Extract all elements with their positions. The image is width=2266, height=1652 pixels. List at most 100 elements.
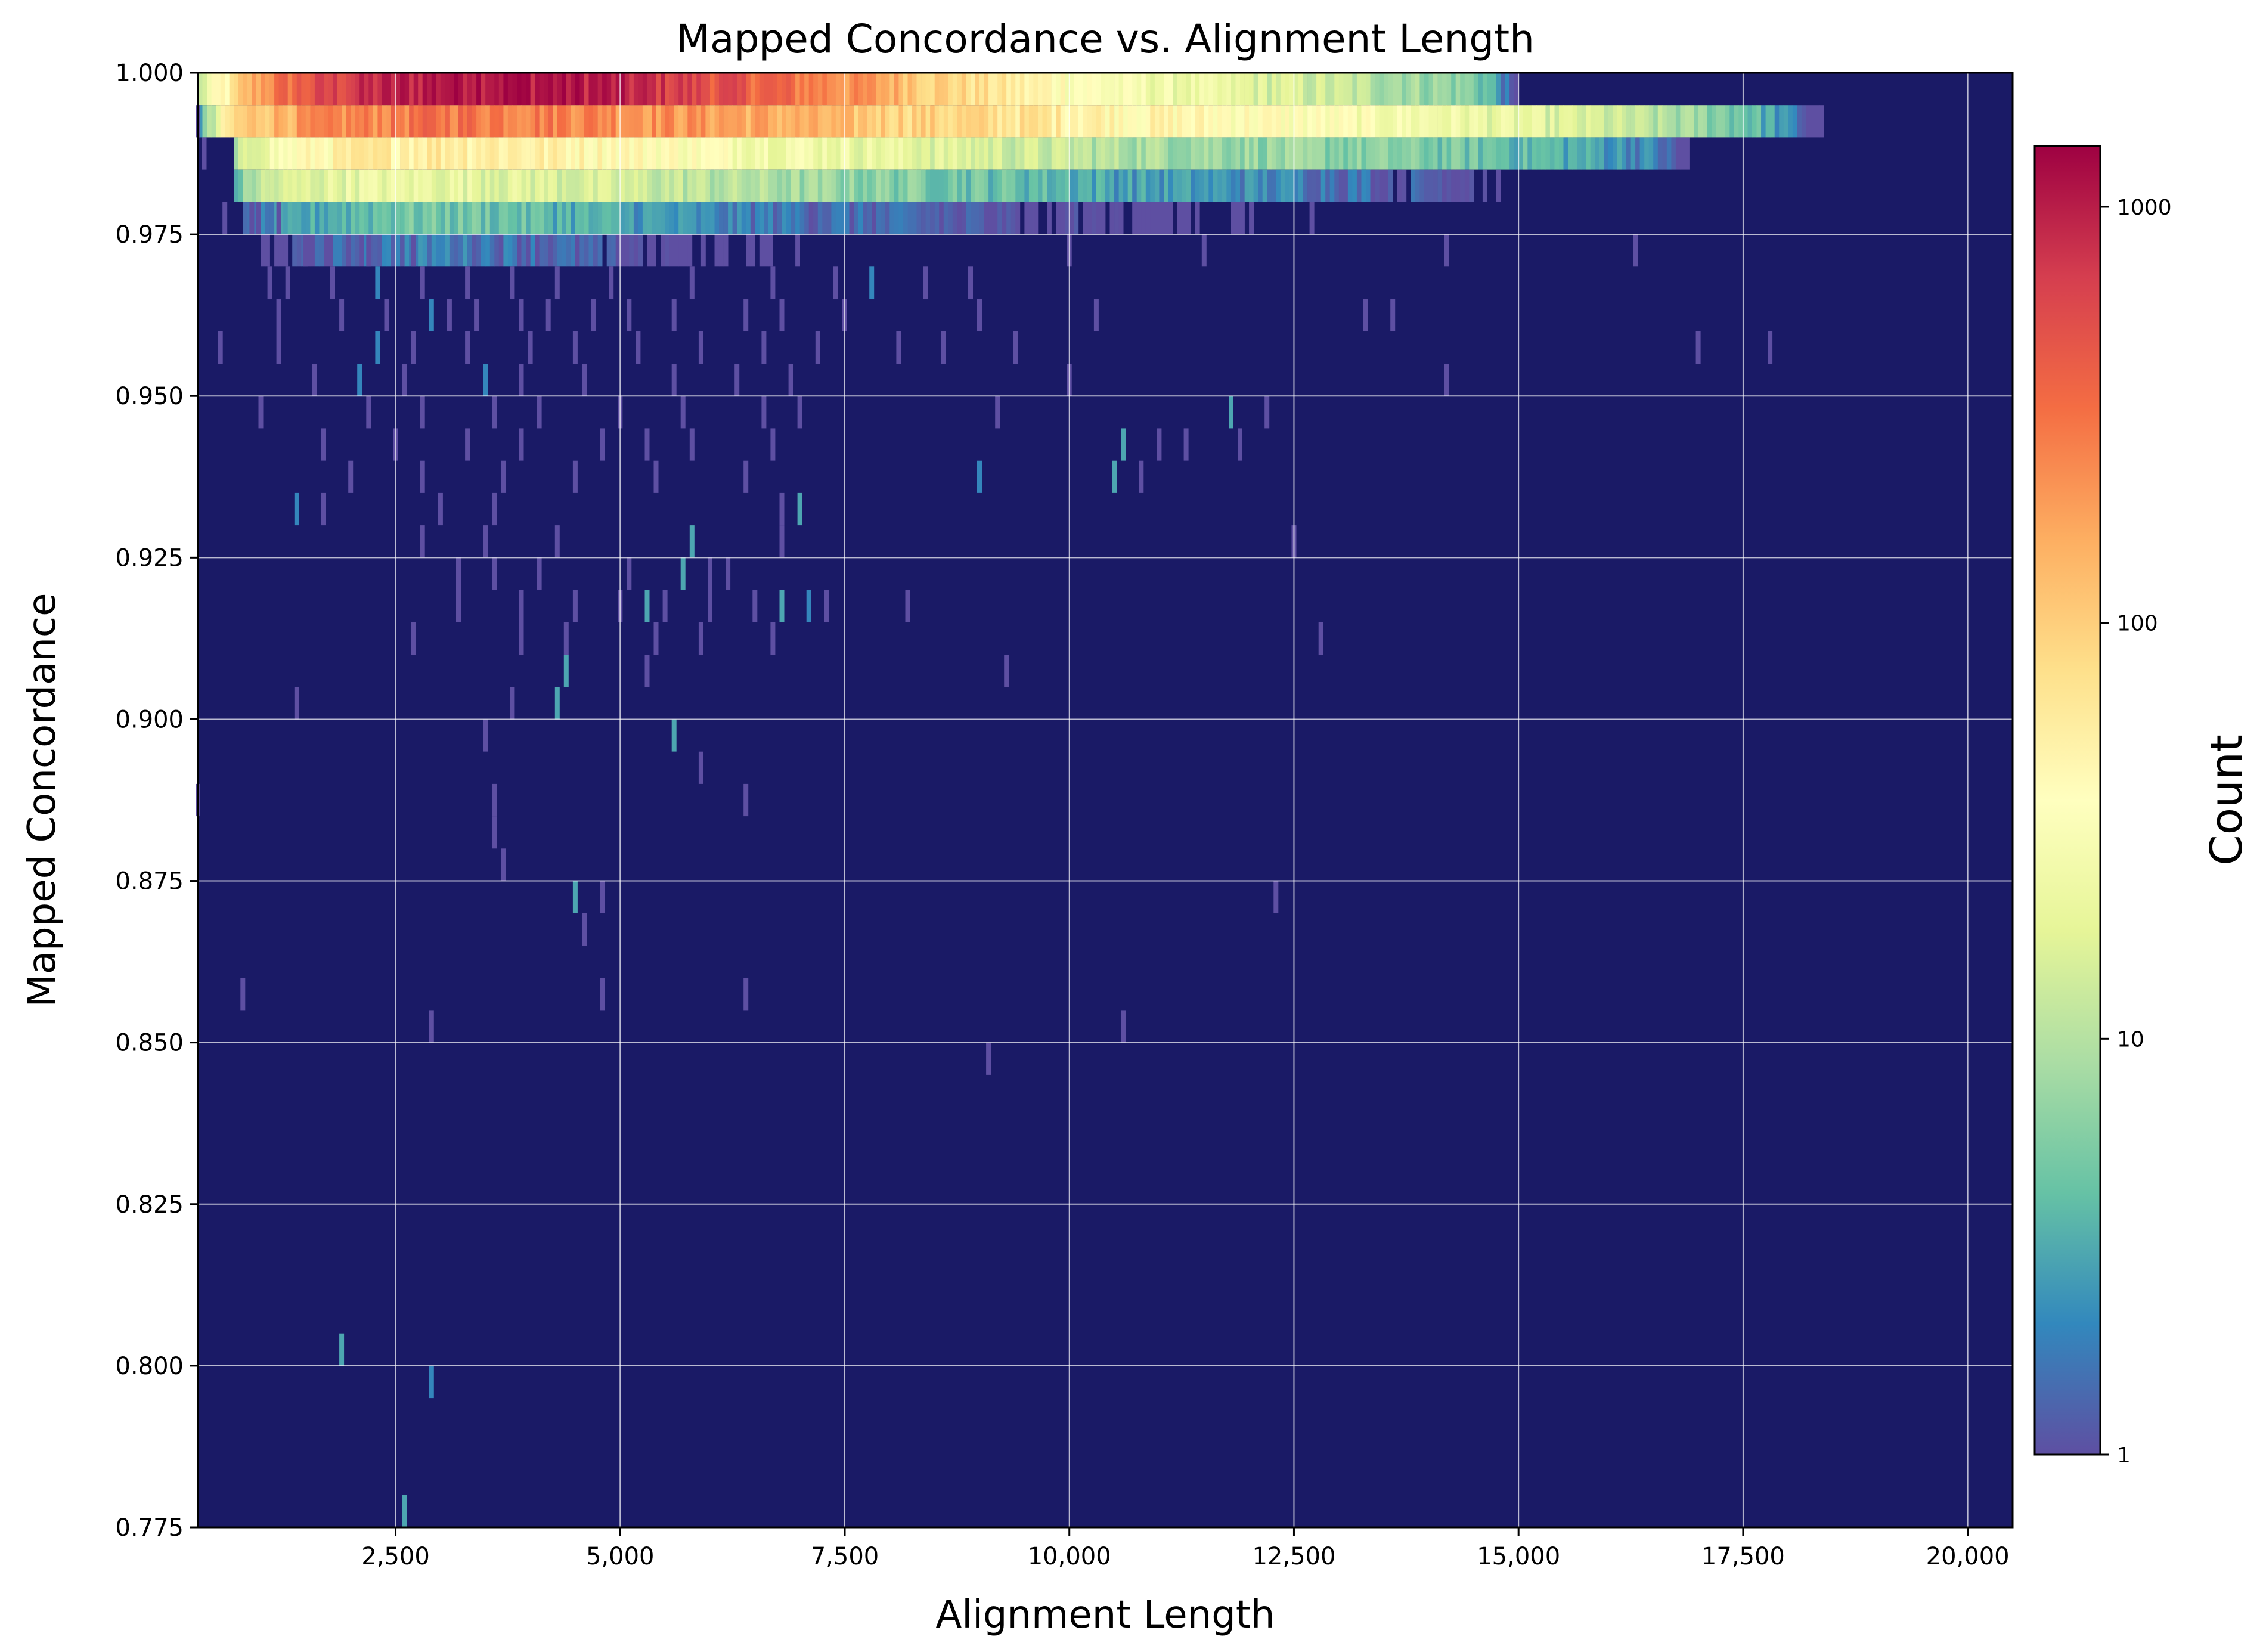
heatmap-band-cell-1: [1411, 105, 1416, 138]
heatmap-band-cell-4: [854, 202, 858, 235]
heatmap-band-cell-4: [261, 202, 266, 235]
heatmap-band-cell-2: [817, 137, 823, 170]
heatmap-band-cell-0: [822, 73, 827, 106]
colorbar: [2033, 145, 2101, 1456]
heatmap-band-cell-2: [1109, 137, 1115, 170]
heatmap-band-cell-0: [1352, 73, 1357, 106]
heatmap-band-cell-2: [1402, 137, 1407, 170]
heatmap-band-cell-5: [723, 234, 729, 267]
heatmap-band-cell-2: [535, 137, 540, 170]
heatmap-band-cell-2: [1527, 137, 1533, 170]
heatmap-band-cell-1: [1563, 105, 1568, 138]
heatmap-band-cell-2: [1222, 137, 1227, 170]
heatmap-band-cell-1: [1774, 105, 1780, 138]
heatmap-band-cell-0: [337, 73, 342, 106]
heatmap-band-cell-2: [916, 137, 922, 170]
heatmap-band-cell-2: [355, 137, 360, 170]
heatmap-band-cell-2: [310, 137, 315, 170]
heatmap-band-cell-0: [575, 73, 580, 106]
heatmap-band-cell-0: [1217, 73, 1223, 106]
heatmap-band-cell-3: [822, 169, 827, 202]
heatmap-band-cell-1: [1806, 105, 1811, 138]
heatmap-band-cell-0: [1347, 73, 1353, 106]
heatmap-band-cell-1: [1788, 105, 1793, 138]
heatmap-band-cell-5: [526, 234, 531, 267]
heatmap-band-cell-4: [409, 202, 414, 235]
heatmap-band-cell-1: [234, 105, 239, 138]
heatmap-band-cell-1: [1492, 105, 1496, 138]
heatmap-band-cell-3: [669, 169, 674, 202]
heatmap-band-cell-2: [979, 137, 984, 170]
heatmap-band-cell-0: [1307, 73, 1312, 106]
heatmap-band-cell-0: [1118, 73, 1124, 106]
heatmap-band-cell-2: [1540, 137, 1546, 170]
heatmap-band-cell-1: [368, 105, 374, 138]
heatmap-band-cell-5: [544, 234, 549, 267]
heatmap-band-cell-1: [1595, 105, 1600, 138]
heatmap-band-cell-4: [606, 202, 612, 235]
heatmap-band-cell-0: [1114, 73, 1119, 106]
heatmap-band-cell-3: [714, 169, 720, 202]
heatmap-band-cell-1: [1078, 105, 1083, 138]
heatmap-band-cell-1: [971, 105, 975, 138]
heatmap-band-cell-3: [489, 169, 495, 202]
heatmap-band-cell-3: [984, 169, 989, 202]
heatmap-band-cell-0: [620, 73, 625, 106]
heatmap-band-cell-5: [512, 234, 517, 267]
heatmap-band-cell-0: [404, 73, 410, 106]
heatmap-band-cell-1: [737, 105, 742, 138]
heatmap-band-cell-3: [1253, 169, 1258, 202]
heatmap-band-cell-5: [265, 234, 270, 267]
heatmap-band-cell-0: [1024, 73, 1030, 106]
heatmap-band-cell-1: [1639, 105, 1645, 138]
heatmap-band-cell-5: [687, 234, 693, 267]
heatmap-band-cell-3: [1325, 169, 1331, 202]
heatmap-band-cell-1: [1123, 105, 1128, 138]
heatmap-band-cell-3: [759, 169, 764, 202]
heatmap-band-cell-0: [665, 73, 670, 106]
heatmap-band-cell-0: [579, 73, 585, 106]
heatmap-band-cell-3: [1164, 169, 1168, 202]
heatmap-band-cell-3: [409, 169, 414, 202]
heatmap-band-cell-2: [854, 137, 858, 170]
heatmap-band-cell-5: [719, 234, 724, 267]
heatmap-band-cell-0: [750, 73, 755, 106]
heatmap-band-cell-0: [611, 73, 616, 106]
heatmap-band-cell-5: [584, 234, 589, 267]
heatmap-band-cell-1: [283, 105, 289, 138]
heatmap-band-cell-2: [692, 137, 697, 170]
heatmap-band-cell-4: [342, 202, 346, 235]
x-tick-label: 2,500: [361, 1543, 430, 1570]
heatmap-sparse-cell: [761, 396, 767, 429]
heatmap-band-cell-2: [1464, 137, 1470, 170]
heatmap-band-cell-2: [611, 137, 616, 170]
heatmap-band-cell-3: [737, 169, 742, 202]
heatmap-band-cell-0: [948, 73, 953, 106]
heatmap-sparse-cell: [572, 460, 578, 493]
heatmap-band-cell-2: [683, 137, 688, 170]
heatmap-band-cell-0: [728, 73, 733, 106]
heatmap-band-cell-5: [422, 234, 427, 267]
heatmap-sparse-cell: [779, 299, 785, 331]
heatmap-band-cell-4: [723, 202, 729, 235]
heatmap-band-cell-4: [386, 202, 392, 235]
heatmap-band-cell-1: [1518, 105, 1524, 138]
heatmap-band-cell-2: [1173, 137, 1177, 170]
heatmap-band-cell-0: [1361, 73, 1366, 106]
heatmap-band-cell-4: [984, 202, 989, 235]
heatmap-band-cell-3: [548, 169, 553, 202]
heatmap-band-cell-4: [1145, 202, 1151, 235]
heatmap-band-cell-0: [1042, 73, 1047, 106]
heatmap-band-cell-1: [225, 105, 230, 138]
heatmap-band-cell-2: [867, 137, 872, 170]
heatmap-band-cell-3: [971, 169, 975, 202]
heatmap-sparse-cell: [1768, 331, 1773, 364]
heatmap-band-cell-2: [359, 137, 365, 170]
heatmap-band-cell-5: [652, 234, 656, 267]
heatmap-band-cell-1: [1006, 105, 1012, 138]
heatmap-band-cell-4: [1060, 202, 1065, 235]
heatmap-band-cell-4: [1240, 202, 1245, 235]
heatmap-sparse-cell: [698, 331, 703, 364]
heatmap-band-cell-2: [368, 137, 374, 170]
heatmap-band-cell-1: [1289, 105, 1294, 138]
